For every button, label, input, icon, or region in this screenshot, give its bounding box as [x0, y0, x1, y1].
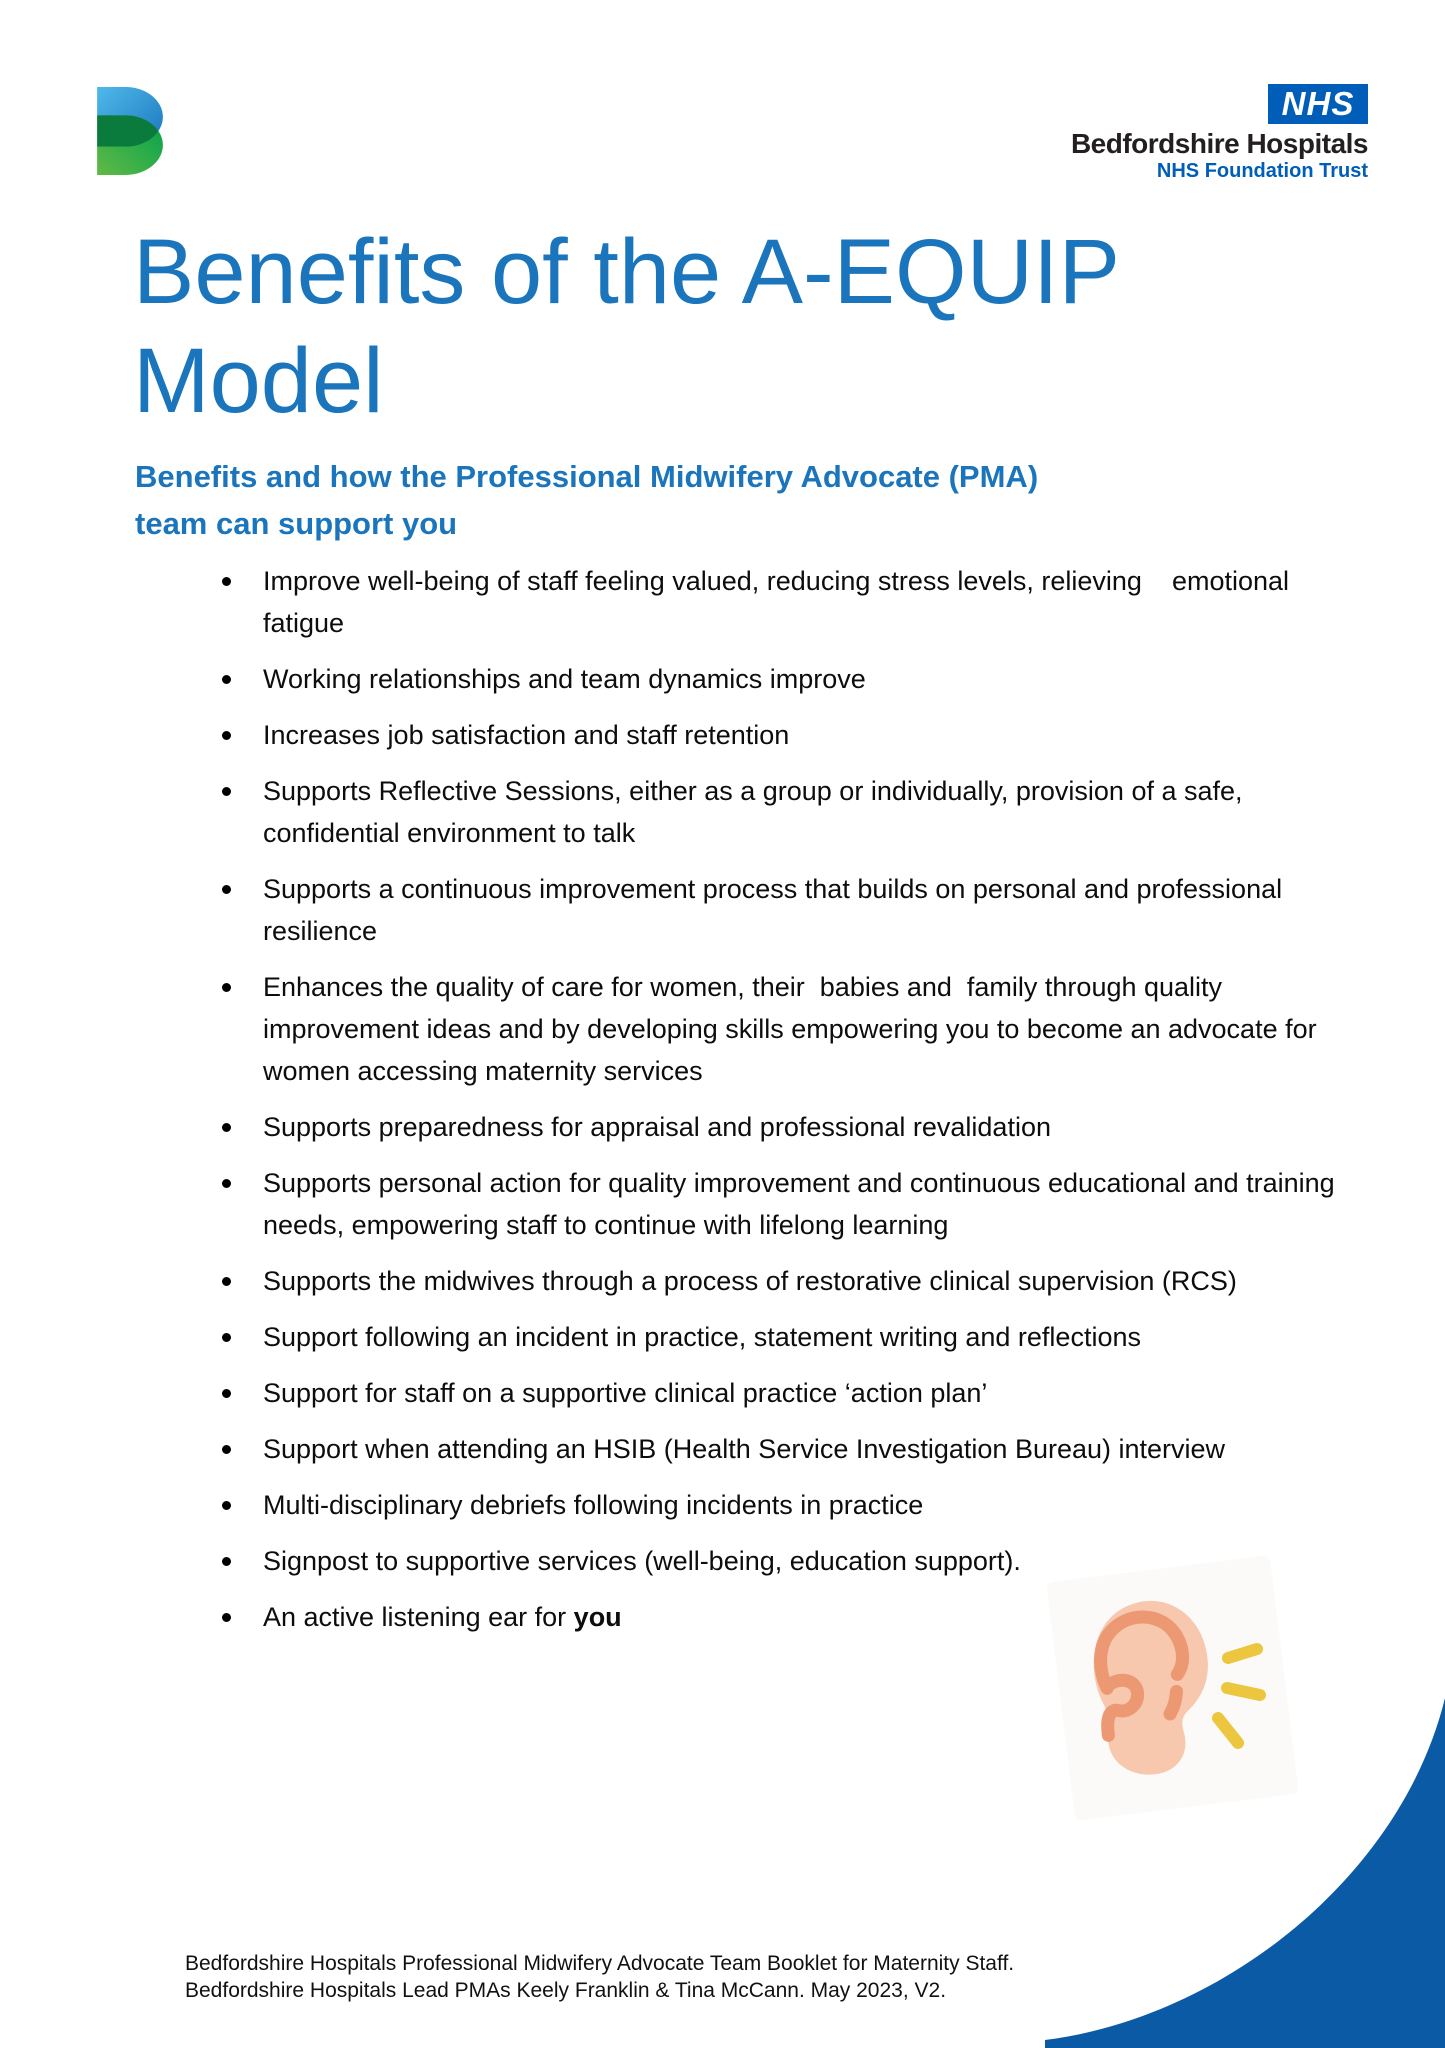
list-item: Supports a continuous improvement proces… [220, 868, 1380, 952]
nhs-trust-lockup: NHS Bedfordshire Hospitals NHS Foundatio… [1070, 84, 1369, 182]
list-item: An active listening ear for you [220, 1596, 1380, 1638]
list-item: Improve well-being of staff feeling valu… [220, 560, 1380, 644]
page-subtitle: Benefits and how the Professional Midwif… [135, 459, 1039, 541]
list-item: Supports preparedness for appraisal and … [220, 1106, 1380, 1148]
list-item: Support for staff on a supportive clinic… [220, 1372, 1380, 1414]
page-title: Benefits of the A-EQUIP Model [133, 221, 1120, 432]
list-item: Enhances the quality of care for women, … [220, 966, 1380, 1092]
list-item: Working relationships and team dynamics … [220, 658, 1380, 700]
corner-curve-decoration [1045, 1698, 1445, 2048]
list-item: Supports Reflective Sessions, either as … [220, 770, 1380, 854]
bedfordshire-b-logo-icon [97, 87, 163, 175]
nhs-logo-text: NHS [1281, 85, 1355, 122]
footer: Bedfordshire Hospitals Professional Midw… [185, 1950, 1014, 2004]
list-item: Support following an incident in practic… [220, 1316, 1380, 1358]
trust-subtitle: NHS Foundation Trust [1156, 160, 1368, 182]
ear-icon [1093, 1600, 1266, 1775]
final-bullet-text: An active listening ear for [263, 1602, 574, 1632]
final-bullet-bold: you [573, 1602, 622, 1632]
list-item: Supports personal action for quality imp… [220, 1162, 1380, 1246]
benefits-list: Improve well-being of staff feeling valu… [220, 560, 1380, 1652]
list-item: Multi-disciplinary debriefs following in… [220, 1484, 1380, 1526]
footer-line-2: Bedfordshire Hospitals Lead PMAs Keely F… [185, 1979, 947, 2002]
trust-name: Bedfordshire Hospitals [1070, 128, 1369, 159]
list-item: Signpost to supportive services (well-be… [220, 1540, 1380, 1582]
footer-line-1: Bedfordshire Hospitals Professional Midw… [185, 1952, 1015, 1975]
list-item: Support when attending an HSIB (Health S… [220, 1428, 1380, 1470]
listening-ear-illustration [1046, 1555, 1299, 1821]
nhs-logo: NHS [1268, 84, 1368, 124]
list-item: Increases job satisfaction and staff ret… [220, 714, 1380, 756]
list-item: Supports the midwives through a process … [220, 1260, 1380, 1302]
